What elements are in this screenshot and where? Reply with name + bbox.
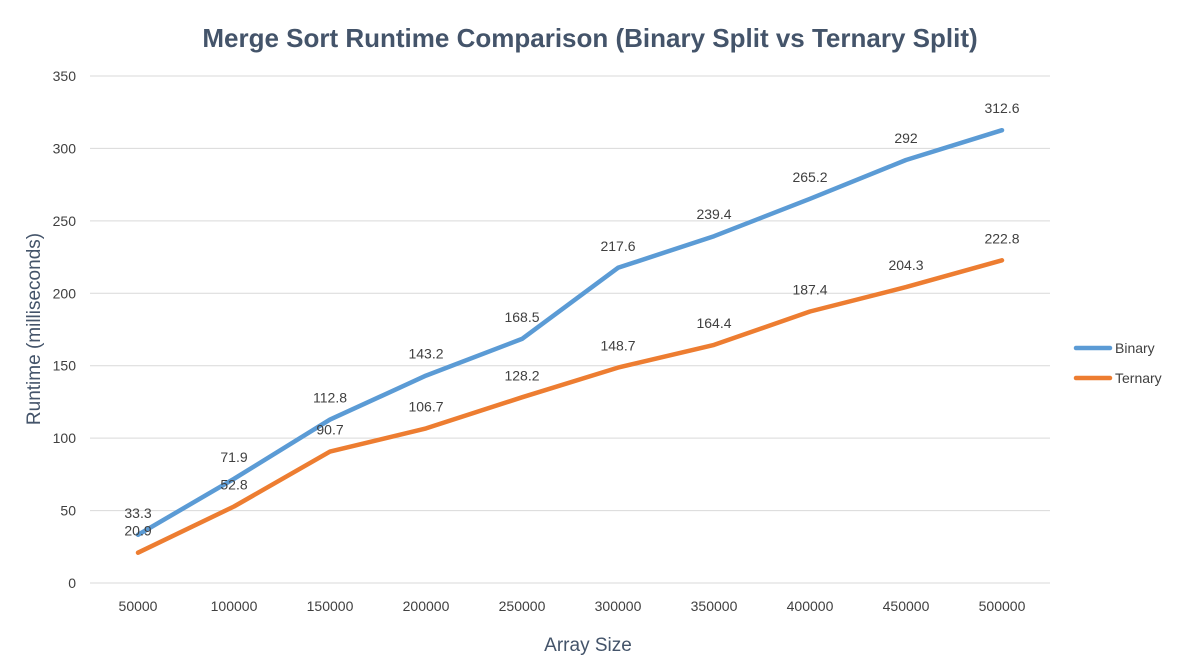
data-label-binary: 312.6	[984, 100, 1019, 116]
data-label-binary: 71.9	[220, 449, 247, 465]
y-tick-label: 250	[53, 213, 77, 229]
x-tick-label: 500000	[979, 598, 1026, 614]
y-axis-ticks: 0 50 100 150 200 250 300 350	[53, 68, 77, 591]
y-axis-title: Runtime (milliseconds)	[24, 233, 45, 425]
x-tick-label: 450000	[883, 598, 930, 614]
chart-title: Merge Sort Runtime Comparison (Binary Sp…	[202, 23, 977, 53]
data-label-ternary: 90.7	[316, 422, 343, 438]
y-tick-label: 50	[60, 503, 76, 519]
legend-label-binary: Binary	[1115, 340, 1155, 356]
series-line-binary	[135, 127, 1005, 538]
legend-label-ternary: Ternary	[1115, 370, 1162, 386]
data-label-binary: 143.2	[408, 346, 443, 362]
x-tick-label: 350000	[691, 598, 738, 614]
x-tick-label: 100000	[211, 598, 258, 614]
series-line-ternary	[135, 258, 1005, 555]
data-label-binary: 168.5	[504, 309, 539, 325]
gridlines	[90, 75, 1050, 584]
x-axis-ticks: 50000 100000 150000 200000 250000 300000 35000…	[119, 598, 1026, 614]
data-label-binary: 112.8	[313, 390, 347, 406]
data-label-ternary: 148.7	[600, 338, 635, 354]
data-label-ternary: 164.4	[696, 315, 731, 331]
data-label-ternary: 222.8	[984, 230, 1019, 246]
x-tick-label: 50000	[119, 598, 158, 614]
y-tick-label: 0	[68, 575, 76, 591]
data-label-ternary: 187.4	[792, 282, 827, 298]
series-lines	[135, 127, 1005, 555]
data-label-ternary: 204.3	[888, 257, 923, 273]
x-tick-label: 400000	[787, 598, 834, 614]
y-tick-label: 300	[53, 140, 77, 156]
x-tick-label: 250000	[499, 598, 546, 614]
data-label-binary: 292	[894, 130, 918, 146]
data-label-ternary: 128.2	[504, 367, 539, 383]
legend: Binary Ternary	[1073, 340, 1162, 386]
data-label-binary: 33.3	[124, 505, 151, 521]
y-tick-label: 150	[53, 358, 77, 374]
x-tick-label: 300000	[595, 598, 642, 614]
data-label-ternary: 52.8	[220, 477, 247, 493]
data-label-ternary: 106.7	[408, 398, 443, 414]
x-tick-label: 200000	[403, 598, 450, 614]
data-label-ternary: 20.9	[124, 523, 151, 539]
x-tick-label: 150000	[307, 598, 354, 614]
x-axis-title: Array Size	[544, 635, 632, 656]
y-tick-label: 350	[53, 68, 77, 84]
data-label-binary: 217.6	[600, 238, 635, 254]
y-tick-label: 200	[53, 285, 77, 301]
data-labels: 33.3 71.9 112.8 143.2 168.5 217.6 239.4 265.2 29…	[124, 100, 1019, 539]
data-label-binary: 239.4	[696, 206, 731, 222]
data-label-binary: 265.2	[792, 169, 827, 185]
y-tick-label: 100	[53, 430, 77, 446]
